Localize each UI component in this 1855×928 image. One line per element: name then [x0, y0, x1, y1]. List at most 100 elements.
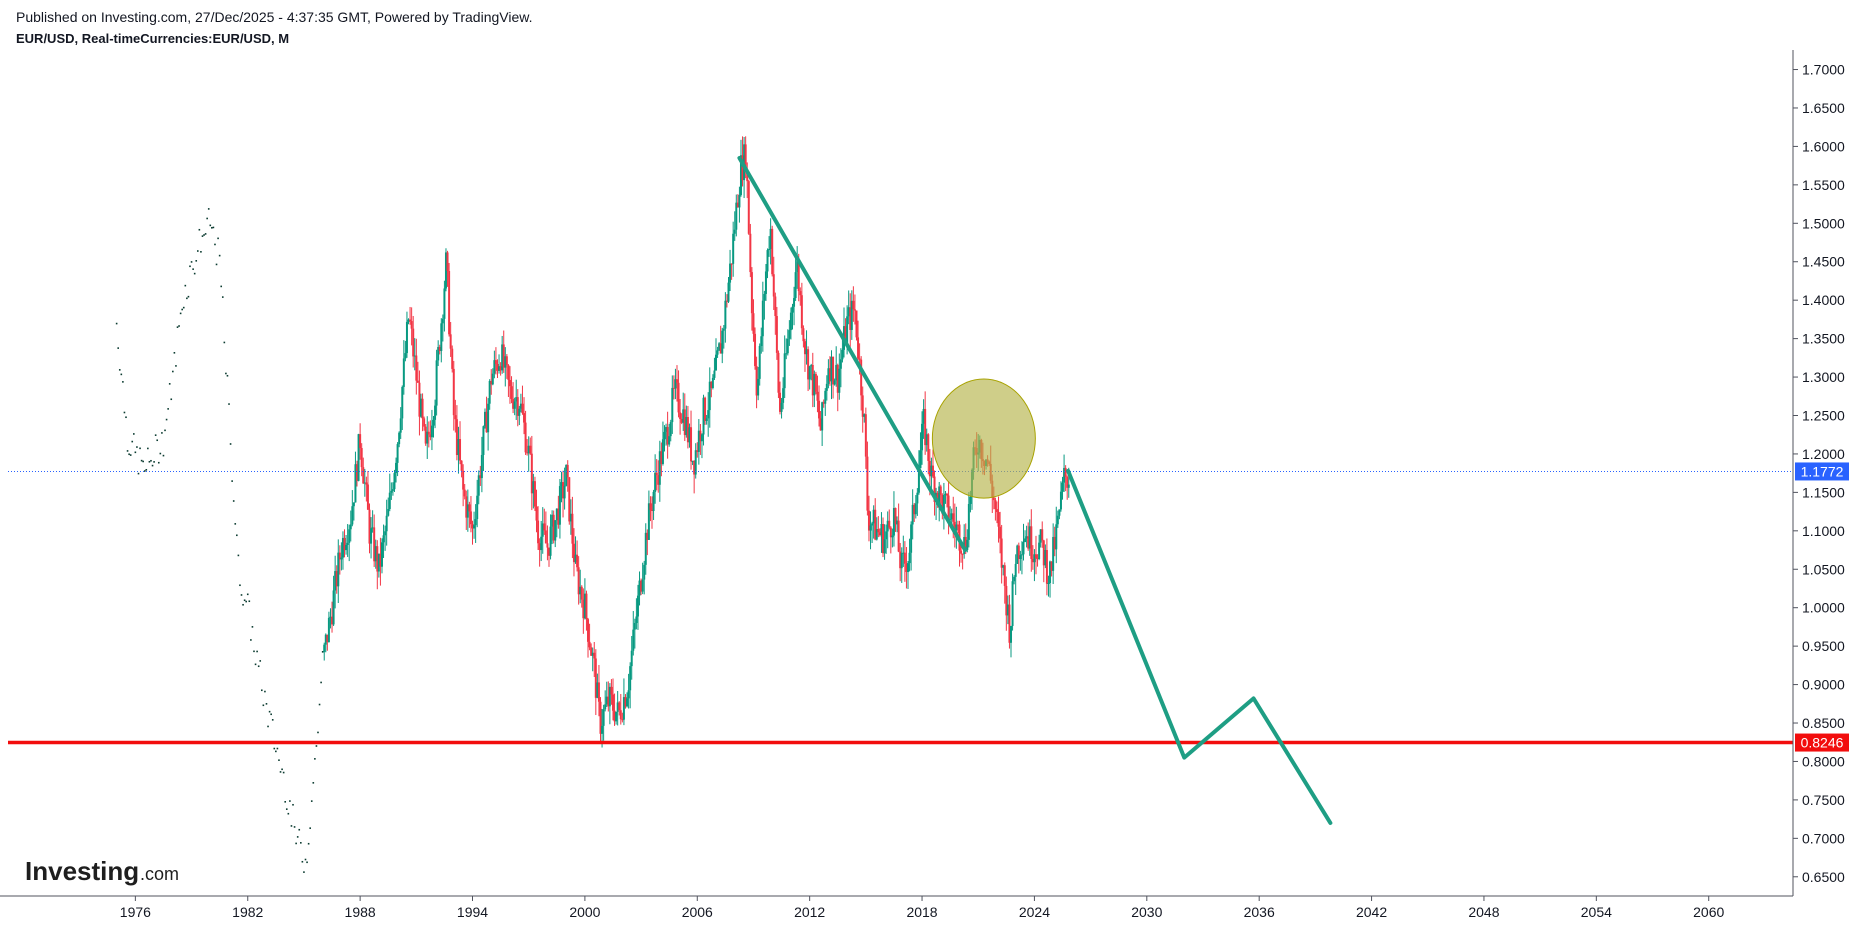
- symbol-title[interactable]: EUR/USD, Real-timeCurrencies:EUR/USD, M: [16, 31, 290, 46]
- candle-body: [359, 434, 362, 449]
- candle-body: [341, 537, 344, 558]
- candle-body: [721, 330, 724, 354]
- x-tick-label: 1982: [232, 904, 263, 920]
- x-tick-label: 2036: [1244, 904, 1275, 920]
- candle-body: [632, 629, 635, 651]
- candle-body: [675, 379, 678, 383]
- candle-body: [1000, 538, 1003, 568]
- candle-body: [551, 514, 554, 527]
- price-dot: [253, 650, 255, 653]
- candle-body: [902, 552, 905, 554]
- candle-body: [846, 316, 849, 343]
- candle-body: [1053, 536, 1056, 550]
- candle-body: [939, 486, 942, 495]
- candle-body: [482, 426, 485, 455]
- price-dot: [304, 858, 307, 861]
- candle-body: [796, 261, 799, 273]
- price-dot: [240, 594, 243, 596]
- candle-body: [788, 330, 791, 339]
- candle-body: [540, 536, 543, 551]
- price-dot: [226, 374, 229, 377]
- candle-body: [903, 552, 906, 564]
- candle-body: [563, 485, 566, 499]
- candle-body: [583, 593, 586, 619]
- candle-body: [719, 343, 722, 354]
- price-dot: [176, 326, 179, 328]
- candle-body: [459, 439, 462, 461]
- candle-body: [346, 542, 349, 545]
- price-dot: [200, 251, 202, 253]
- price-dot: [296, 836, 299, 838]
- candle-body: [338, 552, 341, 560]
- y-tick-label: 1.4500: [1802, 254, 1845, 270]
- price-dot: [270, 713, 272, 716]
- candle-body: [376, 546, 379, 572]
- candle-body: [626, 698, 629, 707]
- candle-body: [601, 725, 604, 734]
- price-dot: [254, 663, 257, 666]
- candle-body: [919, 450, 922, 469]
- price-dot: [179, 312, 182, 315]
- candle-body: [591, 652, 594, 656]
- price-dot: [321, 651, 324, 653]
- price-dot: [118, 369, 121, 371]
- candle-body: [793, 298, 796, 307]
- price-dot: [310, 800, 313, 802]
- candle-body: [730, 263, 733, 265]
- drawing-layer: [8, 155, 1793, 825]
- y-tick-label: 0.6500: [1802, 869, 1845, 885]
- price-dot: [293, 826, 296, 828]
- candle-body: [396, 444, 399, 463]
- candle-body: [630, 650, 633, 667]
- candle-body: [947, 495, 950, 521]
- candle-body: [682, 409, 685, 423]
- candle-body: [791, 306, 794, 313]
- y-tick-label: 1.5500: [1802, 177, 1845, 193]
- x-tick-label: 2024: [1019, 904, 1050, 920]
- candle-body: [579, 586, 582, 595]
- candle-body: [357, 434, 360, 481]
- candle-body: [757, 378, 760, 396]
- candle-body: [736, 202, 739, 208]
- price-dot: [120, 373, 123, 376]
- candle-body: [608, 686, 611, 707]
- candle-body: [473, 525, 476, 529]
- candle-body: [1031, 558, 1034, 563]
- price-dot: [197, 250, 199, 252]
- price-dot: [162, 454, 165, 457]
- candle-body: [821, 402, 824, 431]
- candle-body: [440, 323, 443, 351]
- candle-body: [627, 690, 630, 699]
- candle-body: [507, 365, 510, 381]
- price-dot: [145, 468, 148, 471]
- price-badge-label: 1.1772: [1801, 463, 1844, 479]
- y-tick-label: 1.5000: [1802, 215, 1845, 231]
- candle-body: [860, 359, 863, 396]
- price-dot: [307, 842, 310, 845]
- candle-body: [710, 381, 713, 388]
- candle-body: [455, 419, 458, 456]
- price-dot: [232, 500, 235, 502]
- candle-body: [597, 682, 600, 702]
- candle-body: [566, 464, 569, 478]
- price-dot: [225, 372, 227, 375]
- candle-body: [715, 354, 718, 371]
- candle-body: [836, 364, 839, 393]
- candle-body: [535, 506, 538, 521]
- candle-body: [502, 344, 505, 368]
- candle-body: [875, 528, 878, 540]
- candle-body: [764, 271, 767, 294]
- x-tick-label: 1988: [345, 904, 376, 920]
- candle-body: [505, 356, 508, 366]
- candle-body: [825, 383, 828, 391]
- price-dot: [287, 812, 290, 815]
- candle-body: [513, 401, 516, 409]
- candle-body: [693, 460, 696, 475]
- candle-body: [866, 456, 869, 511]
- candle-body: [768, 248, 771, 251]
- candle-body: [1052, 536, 1055, 571]
- candle-body: [585, 593, 588, 620]
- candle-body: [335, 571, 338, 587]
- candle-body: [805, 349, 808, 355]
